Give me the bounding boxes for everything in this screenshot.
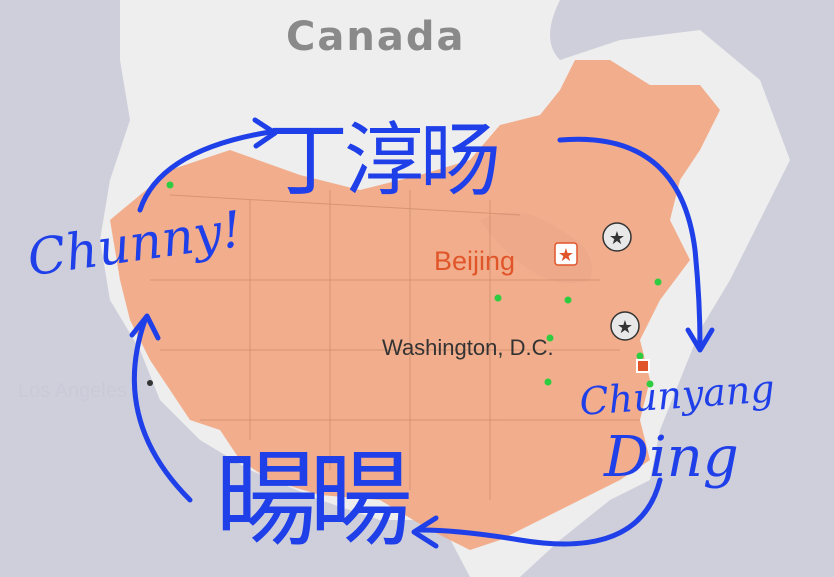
city-dot (564, 296, 572, 304)
arrow-head-left (129, 313, 161, 341)
arrows (129, 117, 715, 549)
city-square-marker (636, 359, 650, 373)
capital-label-washington: Washington, D.C. (382, 335, 554, 360)
capital-label-beijing: Beijing (434, 246, 516, 276)
city-dot-dark (147, 380, 153, 386)
country-label: Canada (286, 14, 466, 60)
arrow-top-left (137, 129, 273, 213)
beijing-capital-marker (554, 242, 578, 266)
city-star-icon: ★ (602, 222, 632, 252)
city-dots (166, 181, 662, 388)
city-star-icon: ★ (610, 311, 640, 341)
city-label-faded: Los Angeles (18, 380, 127, 402)
arrow-bottom (417, 477, 663, 547)
handwritten-chinese-name: 丁淳旸 (268, 114, 500, 207)
arrow-right (557, 136, 703, 348)
svg-text:★: ★ (609, 228, 625, 249)
arrow-left (131, 317, 193, 503)
handwritten-chinese-nickname: 暘暘 (215, 439, 413, 561)
arrow-head-top (252, 117, 278, 149)
state-borders (150, 190, 640, 500)
city-dot (166, 181, 174, 189)
city-dot (654, 278, 662, 286)
city-dot (646, 380, 654, 388)
handwritten-name-last: Ding (604, 425, 739, 490)
svg-text:★: ★ (617, 317, 633, 338)
city-dot (544, 378, 552, 386)
china-outline-overlay (110, 60, 720, 550)
star-icon: ★ (558, 245, 574, 266)
arrow-head-right (685, 327, 715, 353)
city-dot (546, 334, 554, 342)
city-dot (494, 294, 502, 302)
arrow-head-bottom (411, 515, 439, 549)
city-dot (636, 352, 644, 360)
